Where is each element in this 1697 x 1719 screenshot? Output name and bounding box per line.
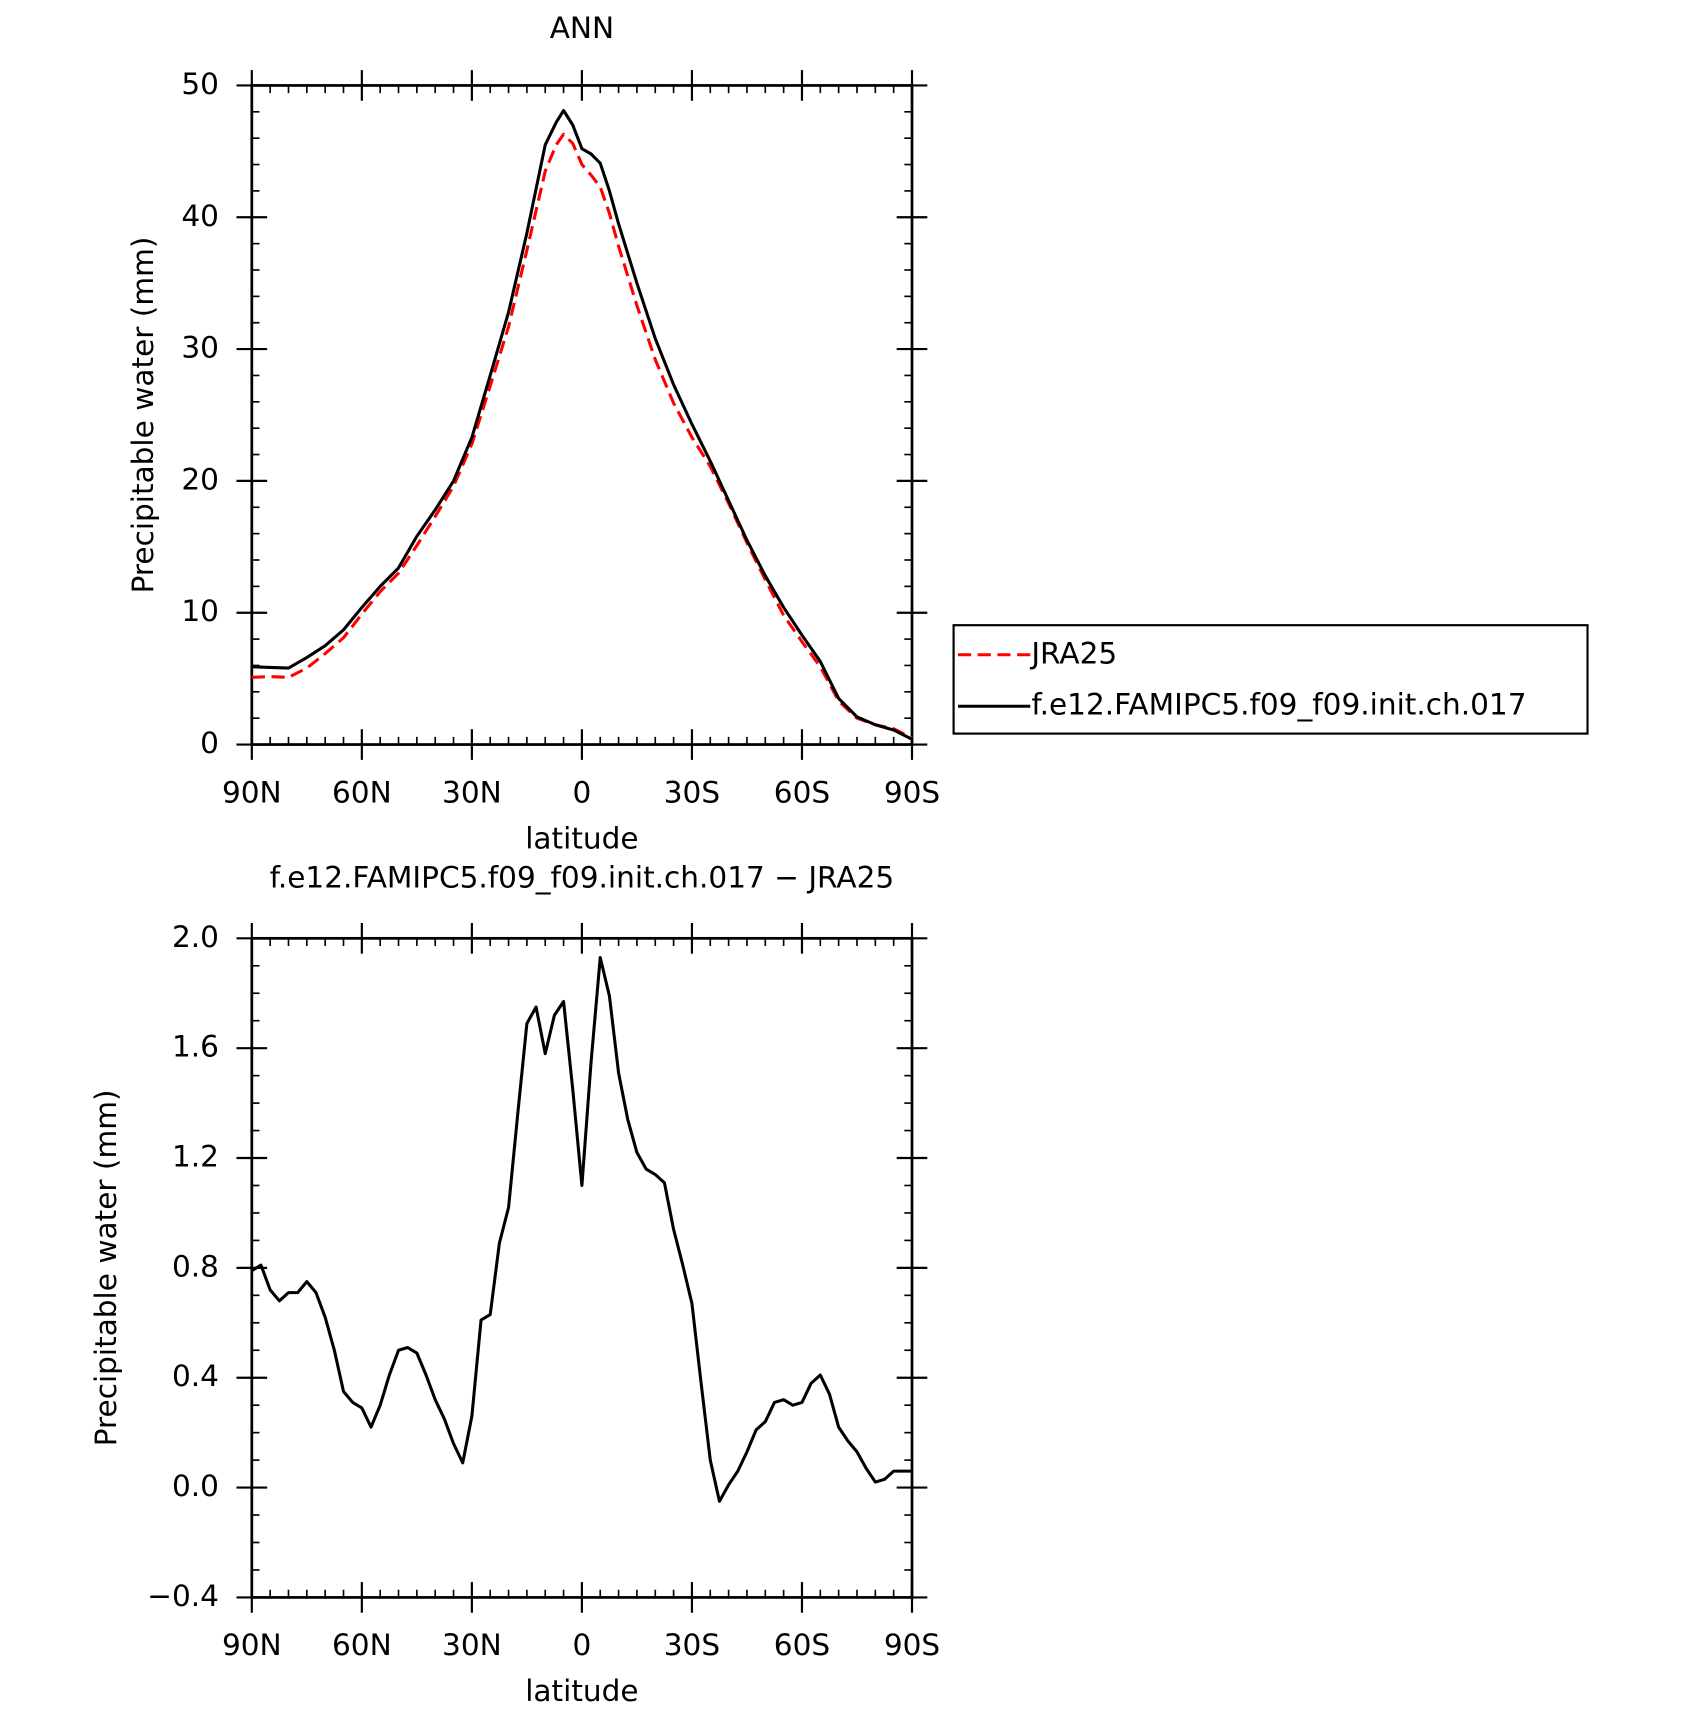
y-tick-label: 20	[181, 462, 219, 496]
x-tick-label: 30S	[664, 1628, 720, 1662]
y-tick-label: 0.8	[172, 1249, 219, 1283]
x-tick-label: 30S	[664, 775, 720, 809]
x-tick-label: 90N	[222, 1628, 282, 1662]
y-tick-label: 2.0	[172, 920, 219, 954]
y-axis-label: Precipitable water (mm)	[126, 237, 160, 594]
x-tick-label: 30N	[442, 1628, 502, 1662]
data-line	[251, 132, 913, 740]
x-tick-label: 60N	[332, 775, 392, 809]
x-tick-label: 30N	[442, 775, 502, 809]
y-tick-label: 50	[181, 67, 219, 101]
x-tick-label: 90S	[884, 1628, 940, 1662]
data-line	[251, 108, 913, 741]
x-axis-label: latitude	[525, 821, 638, 855]
plot-frame	[250, 84, 914, 746]
x-tick-label: 90S	[884, 775, 940, 809]
y-tick-label: 10	[181, 594, 219, 628]
plot-frame	[250, 936, 914, 1599]
y-tick-label: 1.2	[172, 1140, 219, 1174]
y-tick-label: 30	[181, 331, 219, 365]
x-tick-label: 60S	[774, 775, 830, 809]
y-tick-label: 0.0	[172, 1469, 219, 1503]
legend-label: JRA25	[1029, 636, 1117, 670]
x-tick-label: 0	[573, 775, 592, 809]
x-tick-label: 0	[573, 1628, 592, 1662]
x-axis-label: latitude	[525, 1674, 638, 1708]
x-tick-label: 90N	[222, 775, 282, 809]
y-tick-label: −0.4	[147, 1579, 219, 1613]
y-tick-label: 1.6	[172, 1030, 219, 1064]
chart-title: ANN	[550, 11, 614, 45]
y-tick-label: 0	[200, 726, 219, 760]
y-tick-label: 0.4	[172, 1359, 219, 1393]
y-axis-label: Precipitable water (mm)	[89, 1089, 123, 1446]
x-tick-label: 60N	[332, 1628, 392, 1662]
legend-box	[952, 624, 1589, 735]
chart-title: f.e12.FAMIPC5.f09_f09.init.ch.017 − JRA2…	[270, 861, 895, 895]
data-line	[251, 956, 913, 1503]
x-tick-label: 60S	[774, 1628, 830, 1662]
legend-label: f.e12.FAMIPC5.f09_f09.init.ch.017	[1031, 688, 1526, 722]
y-tick-label: 40	[181, 199, 219, 233]
